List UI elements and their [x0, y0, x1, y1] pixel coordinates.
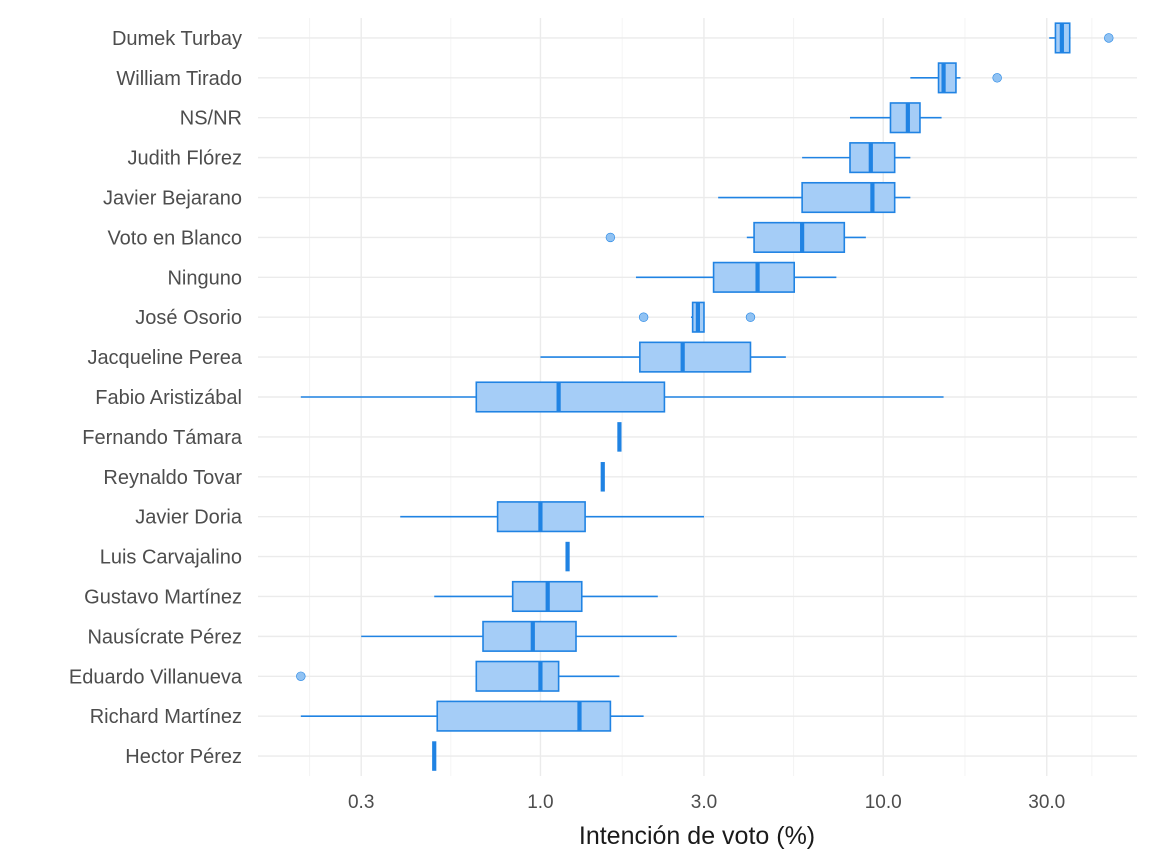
- category-label-14: Gustavo Martínez: [84, 586, 242, 608]
- outlier-7-0: [638, 312, 649, 322]
- category-label-16: Eduardo Villanueva: [69, 666, 243, 688]
- category-label-1: William Tirado: [116, 68, 242, 90]
- box-group-17: [300, 700, 644, 732]
- x-axis-title: Intención de voto (%): [579, 822, 815, 850]
- box-group-5: [605, 221, 866, 253]
- box-group-12: [400, 501, 704, 533]
- category-label-4: Javier Bejarano: [103, 188, 242, 210]
- box-17: [436, 700, 612, 732]
- box-8: [639, 341, 752, 373]
- box-group-1: [910, 62, 1002, 94]
- category-label-5: Voto en Blanco: [107, 227, 242, 249]
- outlier-0-0: [1104, 33, 1114, 43]
- box-group-3: [802, 142, 911, 174]
- x-tick-label-4: 30.0: [1028, 792, 1065, 813]
- x-tick-label-1: 1.0: [527, 792, 553, 813]
- box-group-15: [361, 620, 677, 652]
- category-labels: Dumek Turbay William Tirado NS/NR Judith Fl…: [69, 28, 243, 768]
- category-label-12: Javier Doria: [135, 507, 243, 529]
- box-group-2: [849, 102, 942, 134]
- category-label-7: José Osorio: [135, 307, 242, 329]
- box-group-14: [434, 580, 658, 613]
- box-15: [482, 620, 577, 652]
- category-label-10: Fernando Támara: [82, 427, 243, 449]
- category-label-13: Luis Carvajalino: [100, 547, 242, 569]
- box-group-8: [540, 341, 786, 373]
- category-label-2: NS/NR: [180, 108, 242, 130]
- box-4: [801, 181, 896, 214]
- category-label-0: Dumek Turbay: [112, 28, 242, 50]
- category-label-17: Richard Martínez: [90, 706, 242, 728]
- boxes-layer: [296, 22, 1114, 771]
- category-label-8: Jacqueline Perea: [87, 347, 242, 369]
- box-16: [475, 660, 560, 692]
- box-group-16: [296, 660, 620, 692]
- category-label-15: Nausícrate Pérez: [87, 626, 242, 648]
- category-label-6: Ninguno: [167, 267, 242, 289]
- box-group-0: [1049, 22, 1114, 54]
- category-label-3: Judith Flórez: [128, 148, 243, 170]
- x-tick-labels: 0.3 1.0 3.0 10.0 30.0: [348, 792, 1065, 813]
- box-group-7: [638, 301, 756, 333]
- category-label-9: Fabio Aristizábal: [95, 387, 242, 409]
- box-2: [889, 102, 921, 134]
- x-tick-label-3: 10.0: [865, 792, 902, 813]
- category-label-18: Hector Pérez: [125, 746, 242, 768]
- box-5: [753, 221, 846, 253]
- box-group-6: [635, 261, 837, 293]
- box-9: [475, 381, 666, 413]
- box-group-4: [718, 181, 911, 214]
- box-6: [712, 261, 796, 293]
- outlier-16-0: [296, 671, 306, 681]
- x-tick-label-0: 0.3: [348, 792, 374, 813]
- outlier-5-0: [605, 232, 616, 243]
- box-1: [937, 62, 957, 94]
- category-label-11: Reynaldo Tovar: [103, 467, 242, 489]
- outlier-7-1: [745, 312, 756, 322]
- outlier-1-0: [992, 73, 1002, 83]
- x-tick-label-2: 3.0: [691, 792, 717, 813]
- box-group-9: [300, 381, 944, 413]
